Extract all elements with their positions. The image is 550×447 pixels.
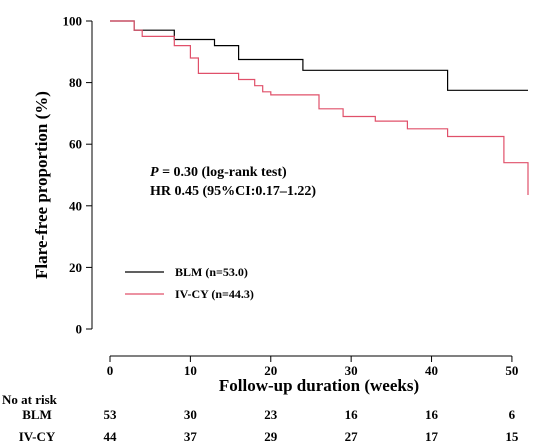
p-value-text: = 0.30 (log-rank test)	[159, 165, 287, 180]
y-tick-label: 40	[69, 198, 82, 213]
x-tick-label: 20	[264, 363, 277, 378]
hr-annotation: HR 0.45 (95%CI:0.17–1.22)	[150, 184, 316, 199]
risk-value: 16	[425, 407, 439, 422]
x-axis-title: Follow-up duration (weeks)	[219, 376, 419, 395]
risk-value: 27	[345, 429, 359, 444]
x-tick-label: 30	[345, 363, 358, 378]
legend: BLM (n=53.0) IV-CY (n=44.3)	[125, 265, 254, 301]
axes: 0 20 40 60 80 100 0 10 20 30 40 50	[63, 14, 519, 379]
legend-label-ivcy: IV-CY (n=44.3)	[175, 287, 254, 301]
km-curve-blm	[110, 20, 528, 91]
y-tick-label: 100	[63, 14, 83, 29]
p-symbol: P	[150, 165, 159, 180]
y-tick-label: 0	[76, 322, 83, 337]
y-tick-label: 80	[69, 75, 82, 90]
risk-table-header: No at risk	[2, 392, 58, 407]
risk-row-label: BLM	[22, 407, 52, 422]
y-axis-title: Flare-free proportion (%)	[32, 91, 51, 279]
risk-value: 23	[264, 407, 278, 422]
risk-value: 17	[425, 429, 439, 444]
x-tick-label: 50	[505, 363, 518, 378]
risk-value: 44	[104, 429, 118, 444]
risk-value: 37	[184, 429, 198, 444]
risk-table: BLM 53 30 23 16 16 6 IV-CY 44 37 29 27 17 15	[19, 407, 519, 444]
x-tick-label: 10	[184, 363, 197, 378]
risk-value: 30	[184, 407, 197, 422]
risk-value: 53	[104, 407, 118, 422]
risk-value: 6	[509, 407, 516, 422]
risk-value: 29	[264, 429, 278, 444]
x-tick-label: 40	[425, 363, 438, 378]
risk-value: 15	[505, 429, 519, 444]
p-value-annotation: P = 0.30 (log-rank test)	[150, 165, 287, 180]
y-tick-label: 60	[69, 137, 82, 152]
risk-value: 16	[345, 407, 359, 422]
legend-label-blm: BLM (n=53.0)	[175, 265, 248, 279]
series-layer	[110, 20, 529, 195]
x-tick-label: 0	[107, 363, 114, 378]
y-tick-label: 20	[69, 260, 82, 275]
km-curve-ivcy	[110, 20, 529, 195]
risk-row-label: IV-CY	[19, 429, 56, 444]
